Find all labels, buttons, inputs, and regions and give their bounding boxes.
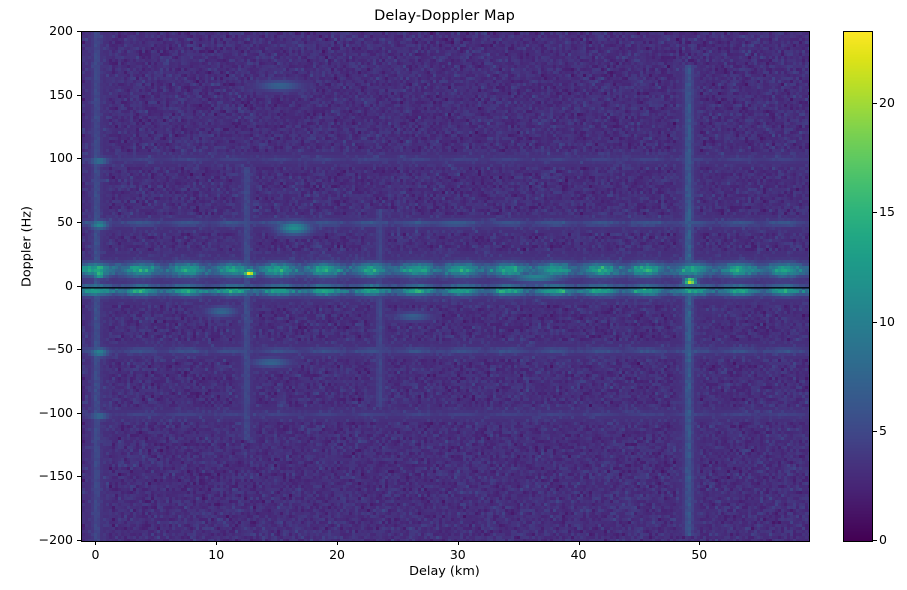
x-tick-label: 20 (329, 547, 345, 562)
colorbar-tick-label: 15 (879, 204, 895, 220)
x-axis-label: Delay (km) (409, 564, 480, 579)
colorbar-tick-mark (873, 431, 877, 432)
colorbar-tick-label: 5 (879, 422, 887, 438)
y-axis-label: Doppler (Hz) (19, 206, 35, 288)
colorbar-tick-label: 0 (879, 532, 887, 547)
y-tick-mark (77, 222, 81, 223)
y-tick-mark (77, 540, 81, 541)
colorbar (843, 31, 873, 542)
x-tick-mark (579, 541, 580, 545)
colorbar-tick-mark (873, 212, 877, 213)
y-tick-mark (77, 476, 81, 477)
x-tick-label: 50 (691, 547, 708, 562)
colorbar-gradient-image (844, 32, 872, 541)
x-tick-label: 40 (570, 547, 587, 562)
page-title: Delay-Doppler Map (374, 8, 515, 24)
y-tick-label: 200 (49, 23, 73, 38)
colorbar-tick-label: 20 (879, 95, 895, 111)
y-tick-label: 100 (49, 150, 73, 166)
colorbar-tick-mark (873, 540, 877, 541)
y-tick-label: 150 (49, 86, 73, 102)
x-tick-mark (699, 541, 700, 545)
y-tick-label: −200 (38, 532, 73, 547)
x-tick-mark (458, 541, 459, 545)
y-tick-mark (77, 349, 81, 350)
y-tick-mark (77, 31, 81, 32)
colorbar-tick-label: 10 (879, 313, 895, 329)
y-tick-mark (77, 95, 81, 96)
x-tick-label: 10 (208, 547, 225, 562)
x-tick-label: 30 (449, 547, 466, 562)
delay-doppler-heatmap-image (82, 32, 809, 541)
y-tick-label: 0 (65, 277, 73, 293)
x-tick-mark (337, 541, 338, 545)
x-tick-label: 0 (91, 547, 100, 562)
y-tick-label: −100 (38, 404, 73, 420)
delay-doppler-heatmap-axes (81, 31, 810, 542)
y-tick-mark (77, 158, 81, 159)
x-tick-mark (95, 541, 96, 545)
y-tick-mark (77, 413, 81, 414)
y-tick-label: 50 (57, 213, 73, 229)
y-tick-label: −150 (38, 468, 73, 484)
y-tick-label: −50 (46, 341, 73, 357)
y-tick-mark (77, 286, 81, 287)
colorbar-tick-mark (873, 322, 877, 323)
colorbar-tick-mark (873, 103, 877, 104)
x-tick-mark (216, 541, 217, 545)
